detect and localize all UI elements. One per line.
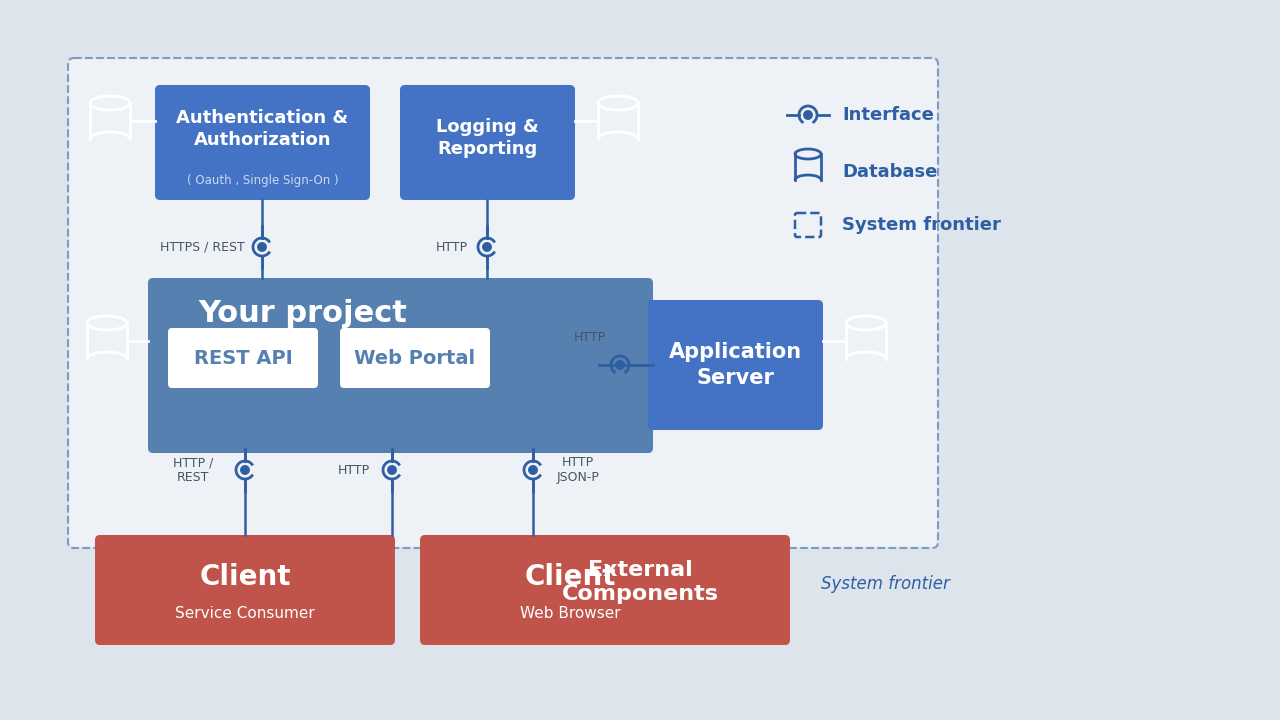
Text: Database: Database xyxy=(842,163,937,181)
Text: ( Oauth , Single Sign-On ): ( Oauth , Single Sign-On ) xyxy=(187,174,338,186)
Circle shape xyxy=(616,360,625,370)
Text: Web Browser: Web Browser xyxy=(520,606,621,621)
Text: Client: Client xyxy=(200,563,291,591)
Circle shape xyxy=(241,465,250,475)
FancyBboxPatch shape xyxy=(490,535,790,645)
Text: HTTP: HTTP xyxy=(338,464,370,477)
Text: Authentication &
Authorization: Authentication & Authorization xyxy=(177,109,348,149)
Text: System frontier: System frontier xyxy=(842,216,1001,234)
Text: HTTP /
REST: HTTP / REST xyxy=(173,456,214,484)
Circle shape xyxy=(529,465,538,475)
FancyBboxPatch shape xyxy=(95,535,396,645)
Circle shape xyxy=(803,110,813,120)
Text: Client: Client xyxy=(525,563,616,591)
FancyBboxPatch shape xyxy=(340,328,490,388)
Text: HTTP: HTTP xyxy=(436,240,468,253)
Circle shape xyxy=(483,242,492,252)
Text: Interface: Interface xyxy=(842,106,934,124)
Circle shape xyxy=(257,242,268,252)
Text: HTTP: HTTP xyxy=(573,330,605,343)
Text: System frontier: System frontier xyxy=(822,575,950,593)
Text: Application
Server: Application Server xyxy=(669,342,803,388)
Text: REST API: REST API xyxy=(193,348,292,367)
FancyBboxPatch shape xyxy=(168,328,317,388)
Circle shape xyxy=(387,465,397,475)
FancyBboxPatch shape xyxy=(69,59,937,547)
Text: External
Components: External Components xyxy=(562,559,718,604)
Text: Service Consumer: Service Consumer xyxy=(175,606,315,621)
FancyBboxPatch shape xyxy=(420,535,719,645)
FancyBboxPatch shape xyxy=(148,278,653,453)
FancyBboxPatch shape xyxy=(648,300,823,430)
Text: HTTPS / REST: HTTPS / REST xyxy=(160,240,244,253)
FancyBboxPatch shape xyxy=(155,85,370,200)
Text: Your project: Your project xyxy=(198,299,407,328)
Text: Web Portal: Web Portal xyxy=(355,348,476,367)
FancyBboxPatch shape xyxy=(399,85,575,200)
Text: HTTP
JSON-P: HTTP JSON-P xyxy=(557,456,599,484)
Text: Logging &
Reporting: Logging & Reporting xyxy=(436,118,539,158)
